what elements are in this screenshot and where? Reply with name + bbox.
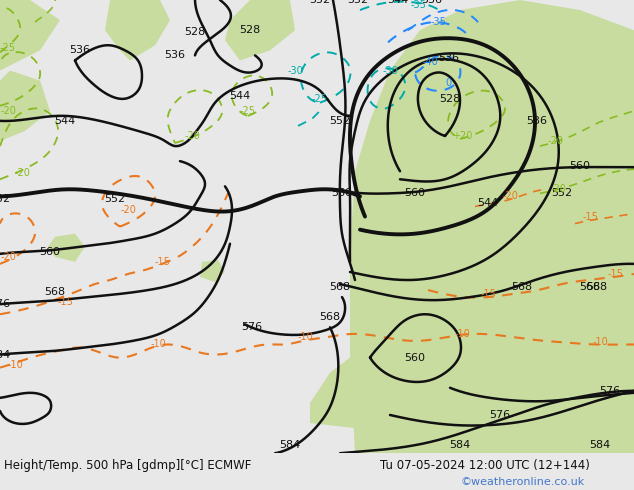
Text: -15: -15 bbox=[582, 212, 598, 221]
Polygon shape bbox=[310, 332, 480, 433]
Text: 584: 584 bbox=[280, 440, 301, 450]
Text: -30: -30 bbox=[287, 66, 303, 75]
Polygon shape bbox=[225, 0, 295, 60]
Text: -20: -20 bbox=[547, 136, 563, 146]
Text: -20: -20 bbox=[550, 184, 566, 195]
Text: 536: 536 bbox=[70, 46, 91, 55]
Text: 560: 560 bbox=[404, 353, 425, 363]
Text: ©weatheronline.co.uk: ©weatheronline.co.uk bbox=[460, 477, 585, 487]
Text: 544: 544 bbox=[55, 116, 75, 126]
Text: 584: 584 bbox=[590, 440, 611, 450]
Text: -30: -30 bbox=[382, 66, 398, 75]
Text: -15: -15 bbox=[607, 269, 623, 279]
Text: Tu 07-05-2024 12:00 UTC (12+144): Tu 07-05-2024 12:00 UTC (12+144) bbox=[380, 459, 590, 472]
Polygon shape bbox=[48, 234, 85, 262]
Text: -35: -35 bbox=[430, 17, 446, 27]
Polygon shape bbox=[0, 0, 60, 71]
Text: -35: -35 bbox=[410, 0, 426, 10]
Text: 528: 528 bbox=[240, 25, 261, 35]
Text: -40: -40 bbox=[422, 57, 438, 68]
Text: 528: 528 bbox=[439, 94, 461, 104]
Polygon shape bbox=[0, 71, 50, 141]
Text: Height/Temp. 500 hPa [gdmp][°C] ECMWF: Height/Temp. 500 hPa [gdmp][°C] ECMWF bbox=[4, 459, 251, 472]
Text: 560: 560 bbox=[332, 188, 353, 198]
Text: 552: 552 bbox=[309, 0, 330, 5]
Text: 552: 552 bbox=[347, 0, 368, 5]
Text: -10: -10 bbox=[297, 332, 313, 343]
Text: 576: 576 bbox=[599, 386, 621, 396]
Text: 552: 552 bbox=[330, 116, 351, 126]
Text: -20: -20 bbox=[502, 192, 518, 201]
Text: 584: 584 bbox=[0, 349, 11, 360]
Text: 576: 576 bbox=[242, 322, 262, 332]
Text: 560: 560 bbox=[569, 161, 590, 171]
Polygon shape bbox=[350, 0, 634, 453]
Text: 560: 560 bbox=[404, 188, 425, 198]
Text: 568: 568 bbox=[44, 287, 65, 297]
Polygon shape bbox=[200, 260, 225, 282]
Text: -25: -25 bbox=[0, 43, 16, 53]
Text: -20: -20 bbox=[14, 168, 30, 178]
Text: 544: 544 bbox=[387, 0, 409, 5]
Text: -10: -10 bbox=[150, 340, 166, 349]
Text: 560: 560 bbox=[39, 247, 60, 257]
Text: 568: 568 bbox=[512, 282, 533, 292]
Text: 576: 576 bbox=[489, 410, 510, 420]
Text: 568: 568 bbox=[330, 282, 351, 292]
Text: 536: 536 bbox=[439, 53, 460, 63]
Text: -15: -15 bbox=[154, 257, 170, 267]
Text: -10: -10 bbox=[7, 360, 23, 369]
Text: 584: 584 bbox=[450, 440, 470, 450]
Text: 568: 568 bbox=[579, 282, 600, 292]
Text: 536: 536 bbox=[164, 50, 186, 60]
Text: -15: -15 bbox=[480, 289, 496, 299]
Text: -25: -25 bbox=[240, 106, 256, 116]
Text: 0: 0 bbox=[445, 77, 451, 88]
Text: -10: -10 bbox=[454, 329, 470, 340]
Text: 552: 552 bbox=[0, 195, 11, 204]
Polygon shape bbox=[105, 0, 170, 60]
Text: 576: 576 bbox=[0, 299, 11, 309]
Text: -20: -20 bbox=[0, 252, 16, 262]
Text: 528: 528 bbox=[184, 27, 205, 37]
Text: -20: -20 bbox=[0, 106, 16, 116]
Text: -25: -25 bbox=[312, 94, 328, 104]
Text: 536: 536 bbox=[526, 116, 548, 126]
Text: 552: 552 bbox=[552, 188, 573, 198]
Text: -20: -20 bbox=[120, 204, 136, 215]
Text: 536: 536 bbox=[422, 0, 443, 5]
Text: 568: 568 bbox=[320, 312, 340, 322]
Text: 568: 568 bbox=[586, 282, 607, 292]
Text: -15: -15 bbox=[57, 297, 73, 307]
Text: 544: 544 bbox=[230, 91, 250, 100]
Text: -10: -10 bbox=[592, 338, 608, 347]
Text: 552: 552 bbox=[105, 195, 126, 204]
Text: 544: 544 bbox=[477, 198, 498, 208]
Text: -20: -20 bbox=[184, 131, 200, 141]
Text: +20: +20 bbox=[452, 131, 472, 141]
